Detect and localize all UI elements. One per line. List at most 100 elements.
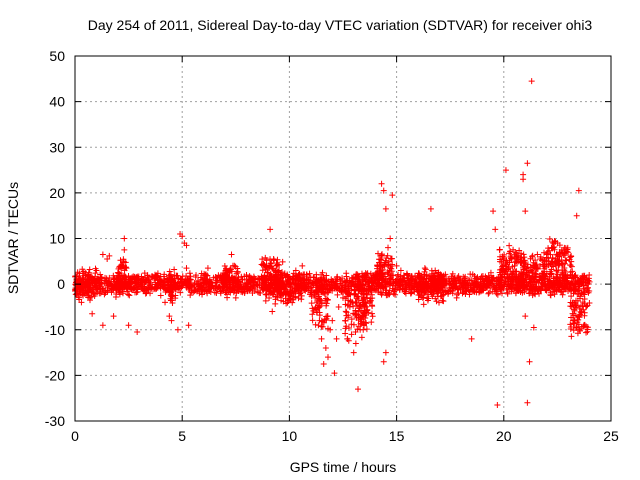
data-point — [168, 317, 175, 324]
data-point — [503, 257, 510, 264]
data-point — [415, 281, 422, 288]
data-point — [276, 277, 283, 284]
data-point — [439, 277, 446, 284]
data-point — [162, 299, 169, 306]
data-point — [110, 313, 117, 320]
data-point — [266, 294, 273, 301]
data-point — [342, 288, 349, 295]
data-point — [553, 288, 560, 295]
data-point — [251, 278, 258, 285]
data-point — [568, 293, 575, 300]
data-point — [257, 289, 264, 296]
data-point — [408, 273, 415, 280]
data-point — [146, 276, 153, 283]
data-point — [508, 282, 515, 289]
data-point — [157, 278, 164, 285]
data-point — [108, 289, 115, 296]
data-point — [384, 252, 391, 259]
data-point — [239, 289, 246, 296]
data-point — [318, 335, 325, 342]
data-point — [358, 288, 365, 295]
data-point — [151, 275, 158, 282]
data-point — [468, 277, 475, 284]
data-point — [363, 290, 370, 297]
data-point — [539, 274, 546, 281]
data-point — [361, 310, 368, 317]
data-point — [340, 294, 346, 301]
data-point — [544, 248, 551, 255]
data-point — [357, 321, 364, 328]
data-point — [526, 273, 533, 280]
data-point — [120, 258, 127, 265]
data-point — [498, 277, 505, 284]
data-point — [500, 267, 507, 274]
data-point — [368, 302, 375, 309]
data-point — [174, 326, 181, 333]
data-point — [534, 266, 541, 273]
data-point — [486, 289, 493, 296]
data-point — [524, 399, 531, 406]
data-point — [387, 235, 394, 242]
data-point — [570, 274, 577, 281]
data-point — [398, 280, 405, 287]
data-point — [90, 276, 97, 283]
data-point — [97, 271, 104, 278]
data-point — [360, 321, 367, 328]
data-point — [228, 251, 235, 258]
data-point — [352, 291, 359, 298]
data-point — [385, 244, 392, 251]
data-point — [204, 265, 211, 272]
data-point — [284, 272, 291, 279]
data-point — [450, 281, 457, 288]
data-point — [261, 272, 268, 279]
data-point — [578, 276, 585, 283]
data-point — [546, 236, 553, 243]
data-point — [234, 286, 241, 293]
data-point — [388, 268, 395, 275]
data-point — [342, 317, 349, 324]
data-point — [346, 277, 353, 284]
data-point — [324, 286, 331, 293]
data-point — [552, 259, 559, 266]
data-point — [449, 288, 456, 295]
data-point — [355, 293, 362, 300]
data-point — [292, 280, 299, 287]
data-point — [584, 324, 591, 331]
data-point — [393, 278, 400, 285]
data-point — [206, 278, 213, 285]
data-point — [540, 279, 547, 286]
data-point — [85, 289, 92, 296]
data-point — [327, 326, 334, 333]
data-point — [263, 275, 270, 282]
data-point — [437, 290, 444, 297]
data-point — [192, 273, 199, 280]
data-point — [323, 276, 330, 283]
data-point — [200, 280, 207, 287]
data-point — [378, 180, 385, 187]
data-point — [294, 273, 301, 280]
data-point — [462, 288, 469, 295]
data-point — [455, 273, 462, 280]
data-point — [380, 187, 387, 194]
data-point — [359, 281, 366, 288]
data-point — [579, 273, 586, 280]
data-point — [348, 316, 355, 323]
data-point — [166, 288, 173, 295]
data-point — [362, 270, 369, 277]
data-point — [374, 269, 381, 276]
data-point — [524, 160, 531, 167]
data-point — [312, 321, 319, 328]
data-point — [233, 270, 240, 277]
data-point — [264, 269, 271, 276]
data-point — [277, 272, 284, 278]
data-point — [375, 267, 382, 274]
data-point — [259, 256, 266, 263]
data-point — [305, 283, 312, 290]
data-point — [509, 277, 516, 284]
data-point — [478, 287, 485, 294]
data-point — [243, 272, 250, 278]
data-point — [114, 269, 121, 276]
data-point — [375, 250, 382, 257]
data-point — [507, 248, 514, 255]
data-point — [274, 256, 281, 263]
